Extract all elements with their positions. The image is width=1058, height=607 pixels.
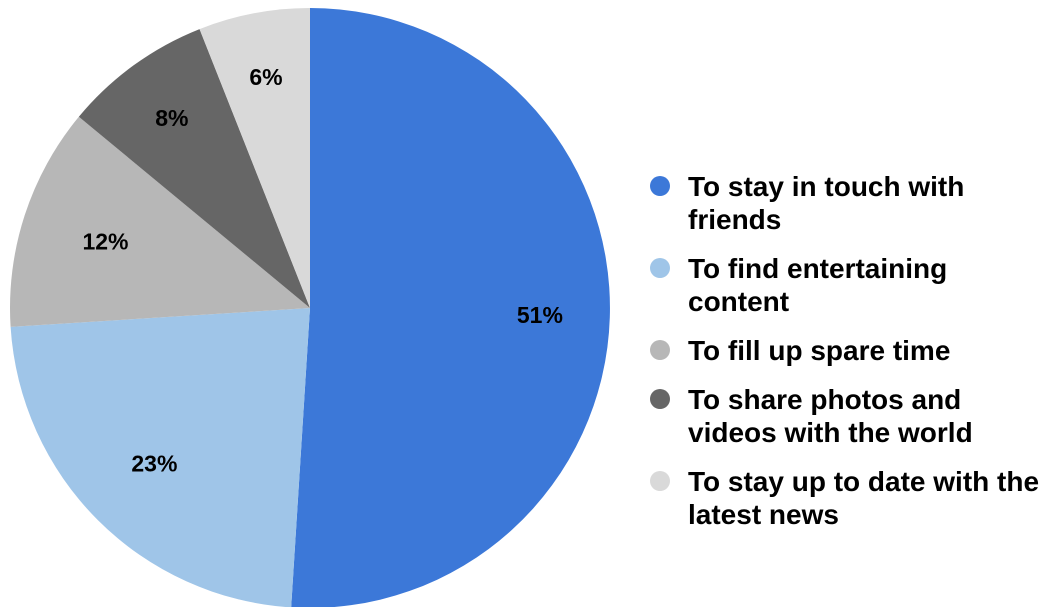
legend-label-line: To find entertaining — [688, 253, 948, 284]
legend-item-stay-in-touch: To stay in touch with friends — [650, 170, 1055, 236]
pie-label-latest-news: 6% — [249, 64, 282, 90]
legend: To stay in touch with friends To find en… — [650, 170, 1055, 547]
legend-label-line: videos with the world — [688, 417, 973, 448]
legend-label-line: latest news — [688, 499, 839, 530]
legend-label-spare-time: To fill up spare time — [688, 334, 950, 367]
legend-label-latest-news: To stay up to date with the latest news — [688, 465, 1039, 531]
legend-label-share-photos: To share photos and videos with the worl… — [688, 383, 973, 449]
legend-label-line: To stay up to date with the — [688, 466, 1040, 497]
legend-label-line: To stay in touch with — [688, 171, 965, 202]
legend-item-latest-news: To stay up to date with the latest news — [650, 465, 1055, 531]
legend-item-spare-time: To fill up spare time — [650, 334, 1055, 367]
legend-marker-spare-time — [650, 340, 670, 360]
legend-marker-entertaining-content — [650, 258, 670, 278]
pie-slice-spare-time — [9, 116, 310, 327]
legend-label-stay-in-touch: To stay in touch with friends — [688, 170, 964, 236]
pie-label-entertaining-content: 23% — [131, 451, 177, 477]
legend-marker-latest-news — [650, 471, 670, 491]
pie-slice-entertaining-content — [10, 308, 310, 607]
legend-marker-share-photos — [650, 389, 670, 409]
legend-label-line: To fill up spare time — [688, 335, 951, 366]
pie-slice-share-photos — [78, 29, 310, 308]
legend-item-share-photos: To share photos and videos with the worl… — [650, 383, 1055, 449]
pie-slice-stay-in-touch — [291, 8, 610, 607]
legend-label-entertaining-content: To find entertaining content — [688, 252, 947, 318]
pie-plot-area: 51% 23% 12% 8% 6% — [9, 8, 610, 607]
pie-slice-latest-news — [199, 8, 310, 308]
pie-label-stay-in-touch: 51% — [517, 302, 563, 328]
legend-label-line: To share photos and — [688, 384, 962, 415]
legend-marker-stay-in-touch — [650, 176, 670, 196]
pie-label-share-photos: 8% — [155, 105, 188, 131]
legend-item-entertaining-content: To find entertaining content — [650, 252, 1055, 318]
pie-label-spare-time: 12% — [82, 229, 128, 255]
legend-label-line: friends — [688, 204, 782, 235]
legend-label-line: content — [688, 286, 790, 317]
